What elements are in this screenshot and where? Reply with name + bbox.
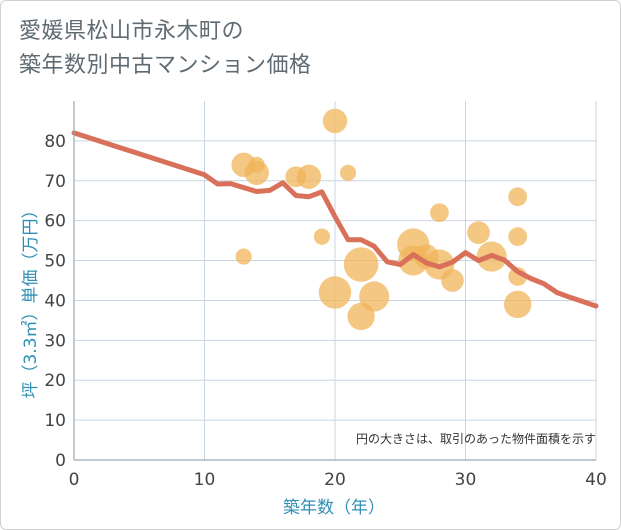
data-bubble xyxy=(430,203,449,223)
x-tick-label: 40 xyxy=(585,470,607,490)
data-bubble xyxy=(504,290,532,319)
y-tick-label: 80 xyxy=(44,132,66,152)
data-bubble xyxy=(322,108,348,134)
data-bubble xyxy=(508,227,528,246)
chart-title: 愛媛県松山市永木町の 築年数別中古マンション価格 xyxy=(19,15,312,83)
data-bubble xyxy=(313,228,331,245)
y-tick-label: 70 xyxy=(44,172,66,192)
data-bubble xyxy=(339,164,357,181)
data-bubble xyxy=(235,248,252,265)
y-tick-label: 50 xyxy=(44,252,66,272)
axes: 0 10 20 30 40 50 60 70 80 0 10 20 30 40 xyxy=(44,101,607,490)
y-tick-label: 10 xyxy=(44,411,66,431)
y-tick-label: 30 xyxy=(44,331,66,351)
y-tick-label: 0 xyxy=(55,451,66,471)
x-tick-label: 0 xyxy=(69,470,80,490)
data-bubble xyxy=(508,187,528,207)
chart-title-line-1: 愛媛県松山市永木町の xyxy=(19,19,245,44)
data-bubble xyxy=(359,281,390,312)
y-axis-title: 坪（3.3㎡）単価（万円） xyxy=(21,201,41,398)
x-tick-label: 10 xyxy=(194,470,216,490)
x-tick-label: 30 xyxy=(455,470,477,490)
data-bubble xyxy=(296,164,322,189)
data-bubble xyxy=(318,276,352,309)
trend-line xyxy=(71,130,599,309)
bubble-size-note: 円の大きさは、取引のあった物件面積を示す xyxy=(356,431,596,446)
x-axis-title: 築年数（年） xyxy=(283,498,385,518)
data-bubble xyxy=(467,221,490,244)
y-tick-label: 60 xyxy=(44,212,66,232)
data-bubble xyxy=(441,269,464,292)
y-tick-label: 20 xyxy=(44,371,66,391)
chart-title-line-2: 築年数別中古マンション価格 xyxy=(19,53,312,78)
bubbles xyxy=(231,108,532,331)
data-bubble xyxy=(343,247,379,282)
data-bubble xyxy=(248,156,265,173)
trend-line-group xyxy=(71,130,599,309)
x-tick-label: 20 xyxy=(324,470,346,490)
y-tick-label: 40 xyxy=(44,291,66,311)
